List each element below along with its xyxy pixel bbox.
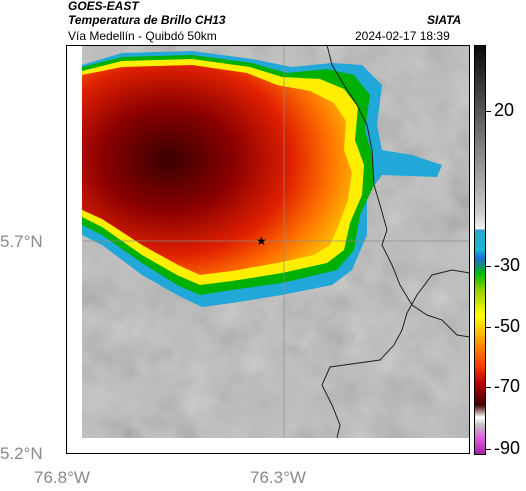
colorbar-label-minus50: -50: [494, 316, 521, 336]
colorbar-label-minus70: -70: [494, 376, 521, 396]
colorbar: [474, 45, 486, 455]
border-line: [326, 45, 470, 338]
lon-label-76.8: 76.8°W: [34, 468, 90, 487]
region-label: Vía Medellín - Quibdó 50km: [68, 29, 217, 43]
colorbar-tick: [486, 387, 491, 388]
brightness-temperature-field: ★: [82, 45, 470, 438]
colorbar-tick: [486, 327, 491, 328]
colorbar-label-minus30: -30: [494, 255, 521, 275]
colorbar-tick: [486, 266, 491, 267]
colorbar-tick: [486, 111, 491, 112]
datetime-label: 2024-02-17 18:39: [355, 29, 450, 43]
lat-label-5.7: 5.7°N: [0, 232, 43, 251]
satellite-map: ★: [82, 45, 470, 438]
product-title: Temperatura de Brillo CH13: [68, 13, 226, 27]
city-marker-icon: ★: [256, 234, 267, 248]
colorbar-label-20: 20: [494, 100, 515, 120]
colorbar-tick: [486, 449, 491, 450]
colorbar-label-minus90: -90: [494, 438, 521, 458]
satellite-title: GOES-EAST: [68, 0, 139, 13]
border-line-2: [321, 269, 470, 438]
lon-label-76.3: 76.3°W: [250, 468, 306, 487]
lat-label-5.2: 5.2°N: [0, 444, 43, 463]
org-label: SIATA: [427, 13, 462, 27]
